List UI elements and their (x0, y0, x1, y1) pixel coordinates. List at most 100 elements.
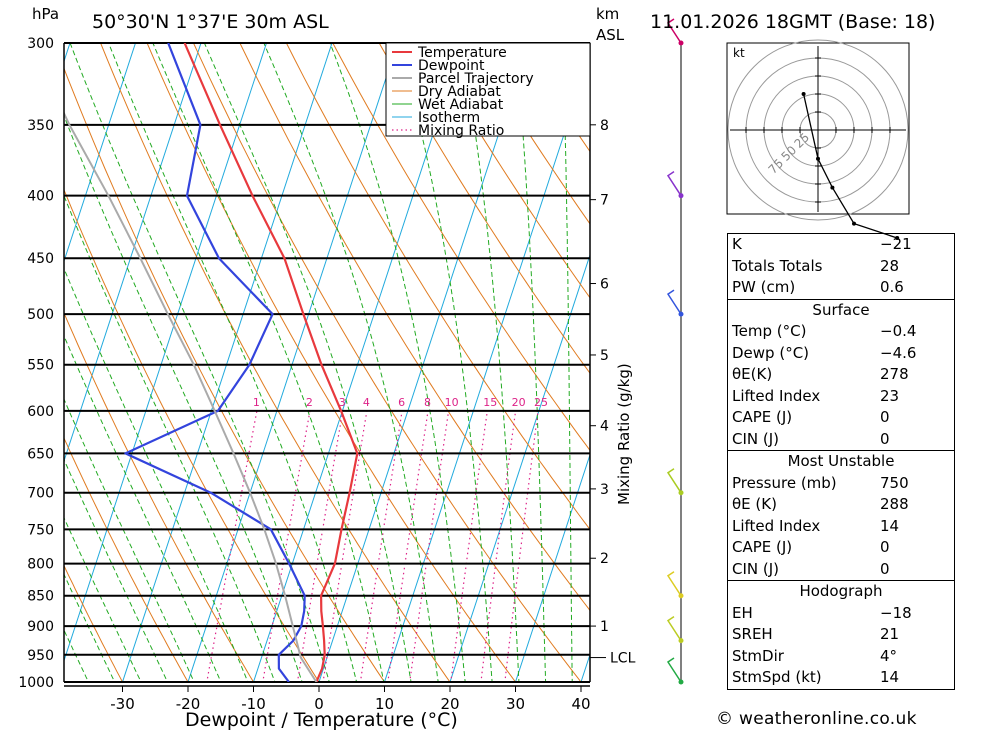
pressure-tick-label: 800 (27, 557, 54, 573)
pressure-tick-label: 550 (27, 358, 54, 374)
index-label: Temp (°C) (732, 322, 807, 340)
index-row: StmSpd (kt) 14 (728, 667, 954, 689)
height-tick-label: 1 (600, 619, 609, 635)
wet-adiabat-line (562, 43, 573, 682)
pressure-tick-label: 300 (27, 36, 54, 52)
dry-adiabat-line (239, 43, 590, 612)
wet-adiabat-line (64, 194, 276, 682)
wet-adiabat-line (64, 629, 90, 682)
k-index-value: −21 (880, 235, 912, 253)
dry-adiabat-line (378, 43, 590, 375)
wind-barb (666, 657, 682, 683)
index-value: 4° (880, 646, 898, 665)
isotherm-line (514, 453, 590, 682)
general-indices: K −21 Totals Totals 28 PW (cm) 0.6 (728, 234, 954, 299)
pw-value: 0.6 (880, 278, 904, 296)
dry-adiabat-line (64, 564, 124, 682)
wet-adiabat-line (514, 43, 547, 682)
wet-adiabat-line (152, 43, 385, 682)
k-index-row: K −21 (728, 234, 954, 256)
temp-tick-label: -10 (241, 695, 266, 713)
index-row: SREH 21 (728, 624, 954, 646)
mixing-ratio-label: 1 (253, 396, 260, 409)
index-value: 0 (880, 559, 890, 578)
mixing-ratio-label: 8 (424, 396, 431, 409)
pressure-tick-label: 750 (27, 522, 54, 538)
totals-row: Totals Totals 28 (728, 256, 954, 278)
isotherm-line (64, 43, 137, 263)
km-unit-label: km (596, 5, 619, 23)
k-index-label: K (732, 235, 742, 253)
temp-tick-label: -30 (110, 695, 135, 713)
index-row: θE (K) 288 (728, 494, 954, 516)
pressure-tick-label: 950 (27, 648, 54, 664)
mixing-ratio-label: 6 (398, 396, 405, 409)
height-tick-label: 6 (600, 277, 609, 293)
mixing-ratio-line (480, 410, 517, 682)
legend-dry-adiabat: Dry Adiabat (418, 84, 501, 100)
index-row: CIN (J) 0 (728, 429, 954, 451)
wet-adiabat-line (64, 516, 142, 682)
temp-tick-label: 20 (440, 695, 459, 713)
wet-adiabat-line (263, 43, 439, 682)
index-row: Temp (°C) −0.4 (728, 321, 954, 343)
wind-barb (666, 289, 682, 315)
credit-text: © weatheronline.co.uk (716, 709, 917, 729)
index-label: CAPE (J) (732, 538, 793, 556)
index-value: 14 (880, 668, 900, 686)
index-label: CIN (J) (732, 559, 780, 578)
index-label: StmSpd (kt) (732, 668, 822, 686)
index-value: −0.4 (880, 322, 917, 340)
totals-label: Totals Totals (732, 256, 823, 275)
dry-adiabat-line (146, 43, 517, 682)
pressure-tick-label: 900 (27, 619, 54, 635)
surface-rows: Temp (°C) −0.4 Dewp (°C) −4.6 θE(K) 278 Lifted… (728, 321, 954, 450)
index-label: CIN (J) (732, 429, 780, 448)
index-label: SREH (732, 625, 773, 643)
mixing-ratio-label: 25 (534, 396, 548, 409)
mixing-ratio-line (262, 410, 311, 682)
pressure-tick-label: 1000 (18, 675, 54, 691)
height-tick-label: 8 (600, 118, 609, 134)
wind-barb (666, 171, 682, 197)
index-value: 0 (880, 538, 890, 556)
hodograph-heading: Hodograph (728, 580, 954, 603)
index-value: 21 (880, 625, 900, 643)
hodograph-unit: kt (733, 46, 745, 60)
location-title: 50°30'N 1°37'E 30m ASL (92, 11, 329, 33)
index-value: 0 (880, 429, 890, 448)
dry-adiabat-line (192, 43, 582, 682)
dry-adiabat-line (64, 311, 255, 682)
index-value: 23 (880, 386, 900, 405)
mixing-ratio-axis-label: Mixing Ratio (g/kg) (615, 363, 633, 505)
dry-adiabat-line (64, 188, 320, 682)
index-row: CAPE (J) 0 (728, 537, 954, 559)
index-label: Lifted Index (732, 386, 821, 405)
profiles (64, 43, 359, 682)
legend-parcel: Parcel Trajectory (418, 71, 534, 87)
surface-heading: Surface (728, 298, 954, 322)
dry-adiabat-line (425, 43, 590, 299)
index-value: −18 (880, 603, 912, 622)
dry-adiabat-line (332, 43, 590, 452)
wind-barb (666, 468, 682, 494)
index-value: 0 (880, 408, 890, 426)
legend-dewpoint: Dewpoint (418, 58, 485, 74)
pressure-tick-label: 450 (27, 251, 54, 267)
mixing-ratio-line (409, 410, 450, 682)
wet-adiabat-line (64, 334, 222, 682)
isotherm-line (64, 43, 202, 463)
wet-adiabat-line (64, 573, 116, 682)
dry-adiabat-line (64, 437, 189, 682)
index-value: 14 (880, 516, 900, 535)
temp-tick-label: 0 (314, 695, 324, 713)
temp-tick-label: -20 (176, 695, 201, 713)
mixing-ratio-line (504, 410, 539, 682)
mixing-ratio-line (359, 410, 403, 682)
height-tick-label: 2 (600, 551, 609, 567)
totals-value: 28 (880, 256, 900, 275)
dry-adiabat-line (100, 43, 451, 682)
index-row: Lifted Index 14 (728, 516, 954, 538)
isotherm-line (121, 43, 333, 682)
